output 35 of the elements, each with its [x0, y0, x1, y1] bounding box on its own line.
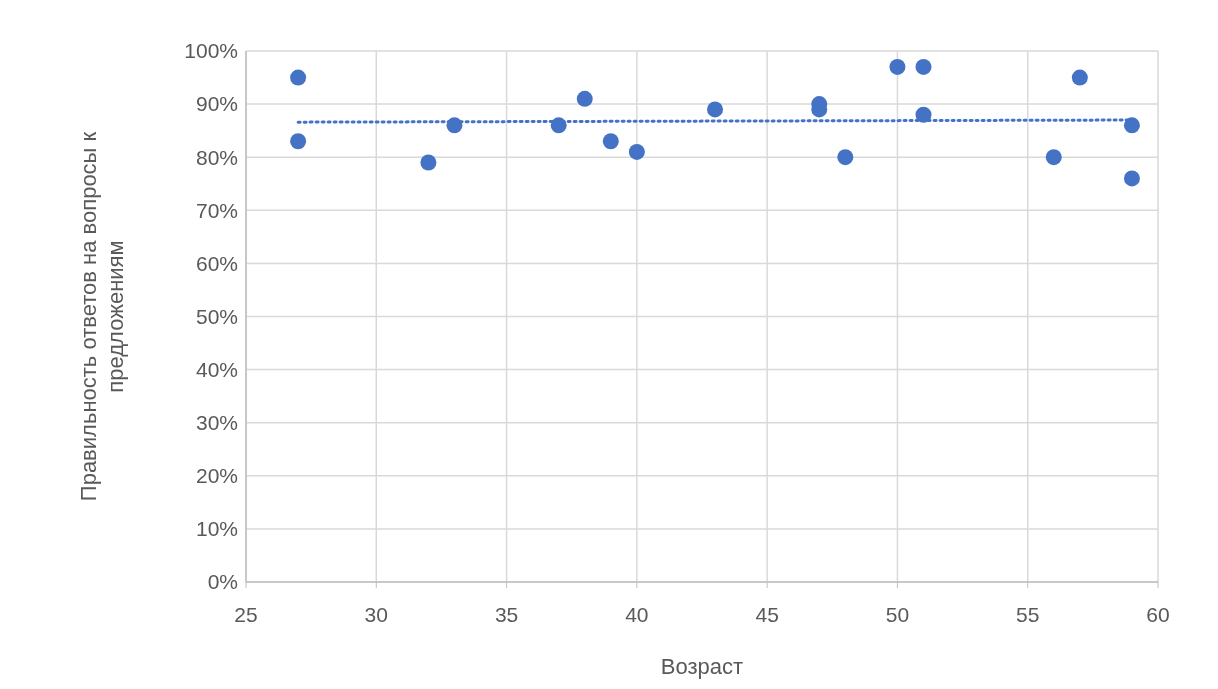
x-tick-label: 35: [494, 603, 519, 626]
y-axis-title: Правильность ответов на вопросы к предложениям: [75, 131, 129, 502]
y-tick-label: 30%: [195, 411, 238, 435]
y-tick-label: 0%: [207, 570, 238, 594]
point: [837, 149, 854, 166]
x-tick-label: 55: [1016, 603, 1040, 626]
point: [1045, 149, 1062, 166]
point: [420, 154, 437, 171]
point: [290, 133, 307, 150]
x-tick-label: 45: [755, 603, 779, 626]
x-tick-label: 60: [1146, 603, 1170, 626]
y-tick-label: 80%: [195, 145, 238, 169]
point: [1123, 117, 1140, 134]
y-tick-label: 70%: [195, 198, 238, 222]
x-tick-label: 30: [364, 603, 388, 626]
y-tick-label: 40%: [195, 357, 238, 381]
point: [290, 69, 307, 86]
y-tick-label: 50%: [195, 304, 238, 328]
point: [889, 58, 906, 75]
y-tick-label: 60%: [195, 251, 238, 275]
point: [707, 101, 724, 118]
point: [628, 143, 645, 160]
x-tick-label: 50: [885, 603, 910, 626]
y-tick-label: 90%: [195, 92, 238, 116]
x-tick-label: 40: [625, 603, 649, 626]
point: [1123, 170, 1140, 187]
y-tick-label: 100%: [184, 39, 238, 63]
y-tick-label: 10%: [195, 517, 238, 541]
point: [602, 133, 619, 150]
point: [576, 90, 593, 107]
point: [915, 58, 932, 75]
y-tick-label: 20%: [195, 464, 238, 488]
x-axis-title: Возраст: [660, 654, 744, 679]
x-tick-label: 25: [234, 603, 258, 626]
point: [1071, 69, 1088, 86]
